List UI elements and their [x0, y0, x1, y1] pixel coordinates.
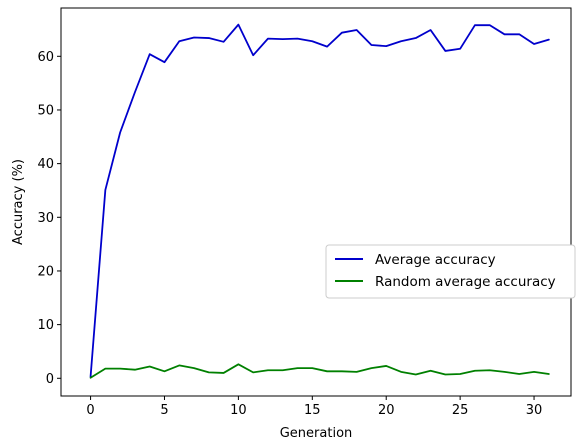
- series-line-average-accuracy: [89, 23, 550, 378]
- y-tick-label: 20: [37, 264, 54, 279]
- series-lines: [89, 23, 550, 379]
- legend-label-random: Random average accuracy: [375, 274, 556, 290]
- y-tick-label: 50: [37, 103, 54, 118]
- legend-label-average: Average accuracy: [375, 252, 496, 268]
- x-tick-label: 30: [526, 403, 543, 418]
- x-tick-label: 15: [304, 403, 321, 418]
- y-axis-label: Accuracy (%): [11, 159, 26, 245]
- legend: Average accuracy Random average accuracy: [325, 244, 576, 299]
- y-tick-label: 40: [37, 157, 54, 172]
- x-axis-label: Generation: [280, 426, 353, 440]
- x-tick-label: 25: [452, 403, 469, 418]
- y-tick-label: 60: [37, 50, 54, 65]
- y-tick-label: 0: [46, 372, 54, 387]
- x-tick-label: 5: [160, 403, 168, 418]
- x-tick-label: 20: [378, 403, 395, 418]
- x-tick-label: 0: [86, 403, 94, 418]
- legend-box: [325, 244, 576, 299]
- y-axis-ticks: 0 10 20 30 40 50 60: [37, 50, 61, 387]
- series-line-random-average-accuracy: [89, 363, 550, 379]
- plot-frame: [60, 7, 572, 397]
- x-tick-label: 10: [230, 403, 247, 418]
- y-tick-label: 10: [37, 318, 54, 333]
- x-axis-ticks: 0 5 10 15 20 25 30: [86, 396, 542, 418]
- y-tick-label: 30: [37, 211, 54, 226]
